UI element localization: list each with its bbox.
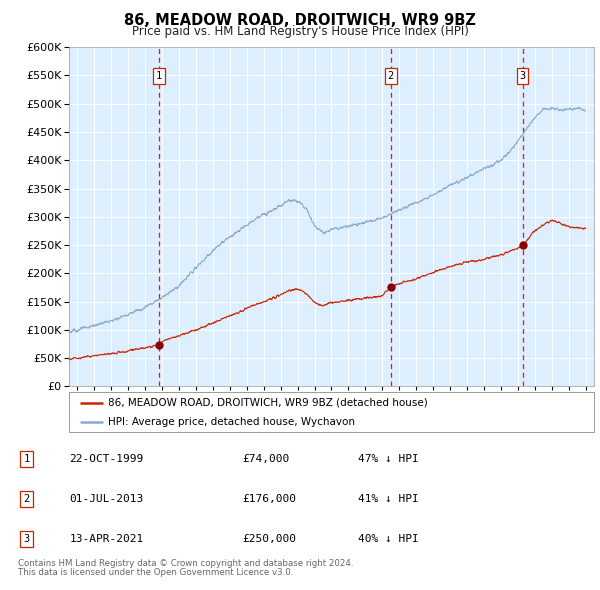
- Text: 40% ↓ HPI: 40% ↓ HPI: [358, 534, 418, 544]
- Text: 13-APR-2021: 13-APR-2021: [70, 534, 144, 544]
- Text: 1: 1: [156, 71, 162, 81]
- Text: 41% ↓ HPI: 41% ↓ HPI: [358, 494, 418, 504]
- Text: 3: 3: [23, 534, 29, 544]
- Text: £74,000: £74,000: [242, 454, 290, 464]
- Text: 86, MEADOW ROAD, DROITWICH, WR9 9BZ (detached house): 86, MEADOW ROAD, DROITWICH, WR9 9BZ (det…: [109, 398, 428, 408]
- Text: £176,000: £176,000: [242, 494, 296, 504]
- Text: 86, MEADOW ROAD, DROITWICH, WR9 9BZ: 86, MEADOW ROAD, DROITWICH, WR9 9BZ: [124, 13, 476, 28]
- Text: This data is licensed under the Open Government Licence v3.0.: This data is licensed under the Open Gov…: [18, 568, 293, 576]
- Text: £250,000: £250,000: [242, 534, 296, 544]
- Text: 47% ↓ HPI: 47% ↓ HPI: [358, 454, 418, 464]
- Text: 2: 2: [388, 71, 394, 81]
- Text: 01-JUL-2013: 01-JUL-2013: [70, 494, 144, 504]
- Text: 1: 1: [23, 454, 29, 464]
- Text: 3: 3: [520, 71, 526, 81]
- Text: Price paid vs. HM Land Registry's House Price Index (HPI): Price paid vs. HM Land Registry's House …: [131, 25, 469, 38]
- Text: Contains HM Land Registry data © Crown copyright and database right 2024.: Contains HM Land Registry data © Crown c…: [18, 559, 353, 568]
- Text: 22-OCT-1999: 22-OCT-1999: [70, 454, 144, 464]
- Text: HPI: Average price, detached house, Wychavon: HPI: Average price, detached house, Wych…: [109, 417, 355, 427]
- Text: 2: 2: [23, 494, 29, 504]
